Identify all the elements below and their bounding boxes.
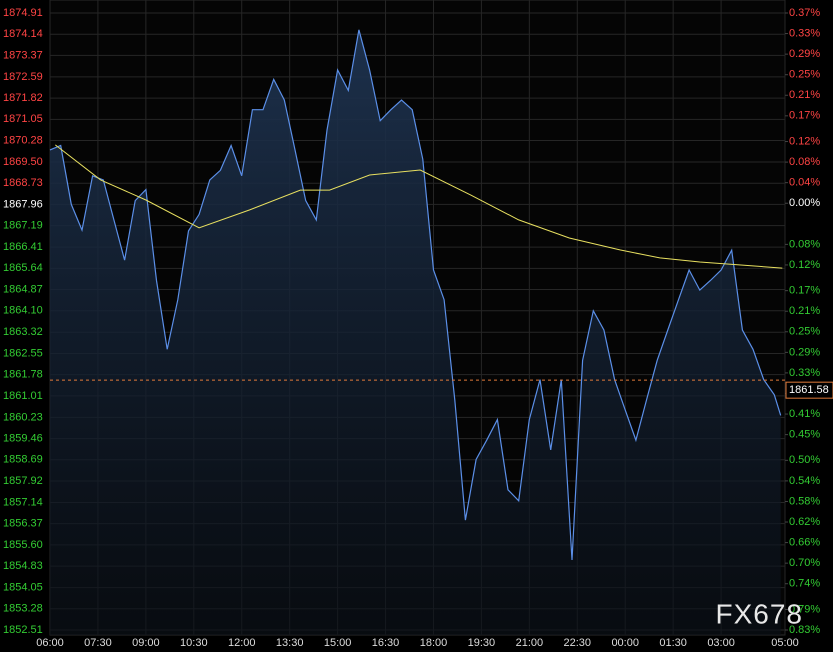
y-tick-label: 1868.73 (3, 177, 43, 189)
y2-tick-label: 0.41% (789, 408, 820, 420)
y2-tick-label: 0.58% (789, 495, 820, 507)
y-tick-label: 1871.82 (3, 92, 43, 104)
x-tick-label: 07:30 (84, 637, 112, 649)
y2-tick-label: 0.66% (789, 536, 820, 548)
x-tick-label: 03:00 (707, 637, 735, 649)
last-price-label: 1861.58 (789, 384, 829, 396)
y-tick-label: 1856.37 (3, 518, 43, 530)
x-tick-label: 00:00 (611, 637, 639, 649)
y-tick-label: 1859.46 (3, 432, 43, 444)
y2-tick-label: 0.25% (789, 69, 820, 81)
x-tick-label: 15:00 (324, 637, 352, 649)
y2-tick-label: 0.45% (789, 429, 820, 441)
y-tick-label: 1872.59 (3, 71, 43, 83)
y2-tick-label: 0.00% (789, 197, 820, 209)
y2-tick-label: 0.17% (789, 285, 820, 297)
y-tick-label: 1861.78 (3, 369, 43, 381)
y2-tick-label: 0.37% (789, 7, 820, 19)
y2-tick-label: 0.62% (789, 516, 820, 528)
x-tick-label: 18:00 (420, 637, 448, 649)
area (50, 29, 781, 636)
y-tick-label: 1860.23 (3, 411, 43, 423)
x-tick-label: 06:00 (36, 637, 64, 649)
watermark: FX678 (716, 598, 804, 629)
y-tick-label: 1863.32 (3, 326, 43, 338)
y2-tick-label: 0.29% (789, 48, 820, 60)
x-tick-label: 22:30 (564, 637, 592, 649)
y-tick-label: 1857.92 (3, 475, 43, 487)
y2-tick-label: 0.74% (789, 578, 820, 590)
line (54, 144, 783, 269)
x-tick-label: 10:30 (180, 637, 208, 649)
y-tick-label: 1867.96 (3, 198, 43, 210)
y-tick-label: 1869.50 (3, 156, 43, 168)
y2-tick-label: 0.21% (789, 305, 820, 317)
y2-tick-label: 0.21% (789, 89, 820, 101)
y-tick-label: 1862.55 (3, 347, 43, 359)
y-tick-label: 1855.60 (3, 539, 43, 551)
y-tick-label: 1864.87 (3, 283, 43, 295)
y-tick-label: 1873.37 (3, 49, 43, 61)
axes: 1874.91 1874.14 1873.37 1872.59 1871.82 1871.… (3, 7, 833, 649)
y-tick-label: 1870.28 (3, 134, 43, 146)
y2-tick-label: 0.25% (789, 326, 820, 338)
y-tick-label: 1874.14 (3, 28, 43, 40)
y-tick-label: 1866.41 (3, 241, 43, 253)
y-tick-label: 1871.05 (3, 113, 43, 125)
y2-tick-label: 0.12% (789, 259, 820, 271)
y2-tick-label: 0.54% (789, 475, 820, 487)
line (49, 29, 782, 561)
y-tick-label: 1858.69 (3, 454, 43, 466)
x-tick-label: 01:30 (659, 637, 687, 649)
y-tick-label: 1874.91 (3, 7, 43, 19)
y-tick-label: 1853.28 (3, 603, 43, 615)
y-tick-label: 1864.10 (3, 305, 43, 317)
y2-tick-label: 0.70% (789, 557, 820, 569)
y2-tick-label: 0.04% (789, 177, 820, 189)
y-tick-label: 1854.05 (3, 581, 43, 593)
plot-area (49, 29, 785, 636)
x-tick-label: 12:00 (228, 637, 256, 649)
y2-tick-label: 0.33% (789, 367, 820, 379)
y2-tick-label: 0.33% (789, 27, 820, 39)
y-tick-label: 1857.14 (3, 496, 43, 508)
x-tick-label: 09:00 (132, 637, 160, 649)
y2-tick-label: 0.08% (789, 156, 820, 168)
x-tick-label: 21:00 (516, 637, 544, 649)
x-tick-label: 05:00 (771, 637, 799, 649)
y-tick-label: 1852.51 (3, 624, 43, 636)
y2-tick-label: 0.12% (789, 135, 820, 147)
y2-tick-label: 0.83% (789, 624, 820, 636)
y-tick-label: 1854.83 (3, 560, 43, 572)
y-tick-label: 1861.01 (3, 390, 43, 402)
y2-tick-label: 0.17% (789, 110, 820, 122)
y2-tick-label: 0.08% (789, 238, 820, 250)
x-tick-label: 13:30 (276, 637, 304, 649)
x-tick-label: 19:30 (468, 637, 496, 649)
x-tick-label: 16:30 (372, 637, 400, 649)
last-price-tag (785, 381, 833, 399)
y2-tick-label: 0.29% (789, 346, 820, 358)
y-tick-label: 1865.64 (3, 262, 43, 274)
y2-tick-label: 0.50% (789, 454, 820, 466)
y-tick-label: 1867.19 (3, 220, 43, 232)
y2-tick-label: 0.79% (789, 603, 820, 615)
